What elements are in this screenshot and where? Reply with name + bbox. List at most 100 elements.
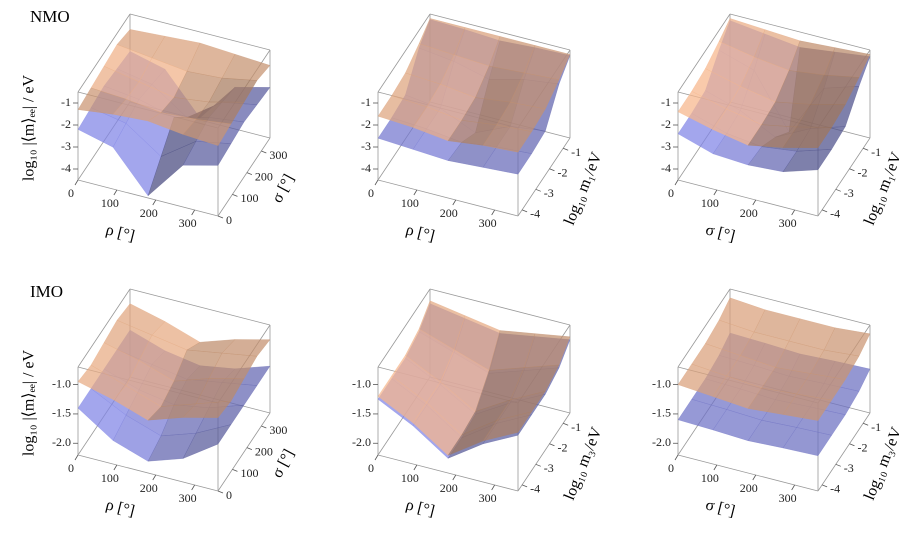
z-tick-label: -3 [61, 139, 71, 153]
x-tick [491, 209, 496, 216]
panel-title: IMO [30, 282, 63, 301]
x-tick-label: 300 [179, 491, 197, 505]
x-tick [74, 179, 79, 186]
y-tick [217, 215, 224, 219]
x-tick-label: 100 [101, 471, 119, 485]
y-tick [863, 147, 869, 151]
y-tick-label: -2 [857, 166, 867, 180]
z-tick-label: -2.0 [352, 435, 371, 449]
x-tick [752, 474, 757, 481]
y-tick-label: -1 [871, 420, 881, 434]
y-tick [549, 168, 555, 172]
z-tick-label: -1 [61, 95, 71, 109]
x-tick [452, 199, 457, 206]
z-axis-label: log₁₀ |⟨m⟩ₑₑ| / eV [21, 349, 38, 456]
surface-patch [182, 141, 232, 166]
z-tick-label: -2.0 [52, 435, 71, 449]
y-tick-label: -3 [544, 461, 554, 475]
x-tick [674, 454, 679, 461]
x-tick-label: 0 [368, 461, 374, 475]
y-tick-label: -4 [530, 482, 540, 496]
y-tick [535, 188, 541, 192]
x-axis-label: ρ [°] [404, 496, 436, 520]
surface-patch [182, 400, 232, 418]
y-tick-label: 100 [240, 466, 258, 480]
x-tick-label: 300 [479, 216, 497, 230]
box-edge [377, 288, 431, 368]
y-tick-label: -4 [830, 207, 840, 221]
x-axis-label: σ [°] [704, 221, 737, 245]
box-edge [77, 13, 131, 93]
surface-patch [182, 424, 232, 460]
x-tick [491, 484, 496, 491]
x-tick-label: 100 [401, 471, 419, 485]
x-tick-label: 0 [68, 461, 74, 475]
surface-patch [482, 124, 533, 153]
y-tick-label: 300 [269, 148, 287, 162]
y-tick [821, 209, 828, 213]
z-axis-label: log₁₀ |⟨m⟩ₑₑ| / eV [21, 74, 38, 181]
x-tick-label: 100 [701, 471, 719, 485]
y-tick [232, 468, 238, 472]
x-tick-label: 0 [668, 461, 674, 475]
x-axis-label: ρ [°] [404, 221, 436, 245]
y-axis-label: log₁₀ m₃/eV [861, 425, 899, 503]
box-edge [517, 412, 571, 492]
x-tick-label: 300 [479, 491, 497, 505]
y-tick [563, 147, 569, 151]
y-axis-label: σ [°] [269, 172, 298, 206]
surface-patch [782, 393, 833, 421]
y-tick [835, 463, 841, 467]
z-tick-label: -1.5 [52, 406, 71, 420]
x-tick-label: 300 [779, 216, 797, 230]
y-axis-label: log₁₀ m₃/eV [561, 425, 606, 503]
z-tick-label: -1.0 [652, 376, 671, 390]
y-tick [261, 150, 267, 154]
box-edge [129, 13, 271, 51]
surface-patch [782, 148, 833, 173]
z-tick-label: -2 [61, 117, 71, 131]
z-tick-label: -2 [661, 117, 671, 131]
y-tick-label: 200 [255, 169, 273, 183]
x-axis-label: ρ [°] [104, 221, 136, 245]
x-tick [374, 179, 379, 186]
z-tick-label: -3 [361, 139, 371, 153]
surface-patch [482, 146, 533, 175]
y-tick-label: -1 [571, 420, 581, 434]
y-axis-label: σ [°] [269, 447, 298, 481]
x-tick [791, 209, 796, 216]
y-axis-label: log₁₀ m₁/eV [861, 150, 899, 228]
z-tick-label: -1.5 [352, 406, 371, 420]
box-edge [77, 288, 131, 368]
x-tick-label: 200 [440, 481, 458, 495]
y-tick-label: -2 [557, 166, 567, 180]
x-tick-label: 200 [740, 206, 758, 220]
x-tick-label: 300 [779, 491, 797, 505]
x-tick [191, 209, 196, 216]
z-tick-label: -1.5 [652, 406, 671, 420]
x-tick-label: 300 [179, 216, 197, 230]
z-tick-label: -4 [361, 161, 371, 175]
x-tick-label: 200 [740, 481, 758, 495]
y-tick-label: 200 [255, 444, 273, 458]
y-tick-label: 300 [269, 423, 287, 437]
y-tick-label: -2 [557, 441, 567, 455]
x-tick [791, 484, 796, 491]
x-tick-label: 100 [401, 196, 419, 210]
y-tick-label: 0 [226, 488, 232, 502]
x-tick [713, 189, 718, 196]
z-tick-label: -1.0 [52, 376, 71, 390]
panel-title: NMO [30, 7, 70, 26]
x-tick-label: 200 [440, 206, 458, 220]
y-tick [849, 168, 855, 172]
x-tick [374, 454, 379, 461]
y-tick-label: -3 [844, 186, 854, 200]
x-tick-label: 0 [668, 186, 674, 200]
x-tick [713, 464, 718, 471]
y-tick [246, 447, 253, 451]
x-tick [113, 189, 118, 196]
z-tick-label: -1 [361, 95, 371, 109]
y-tick [549, 443, 555, 447]
y-tick-label: -4 [530, 207, 540, 221]
